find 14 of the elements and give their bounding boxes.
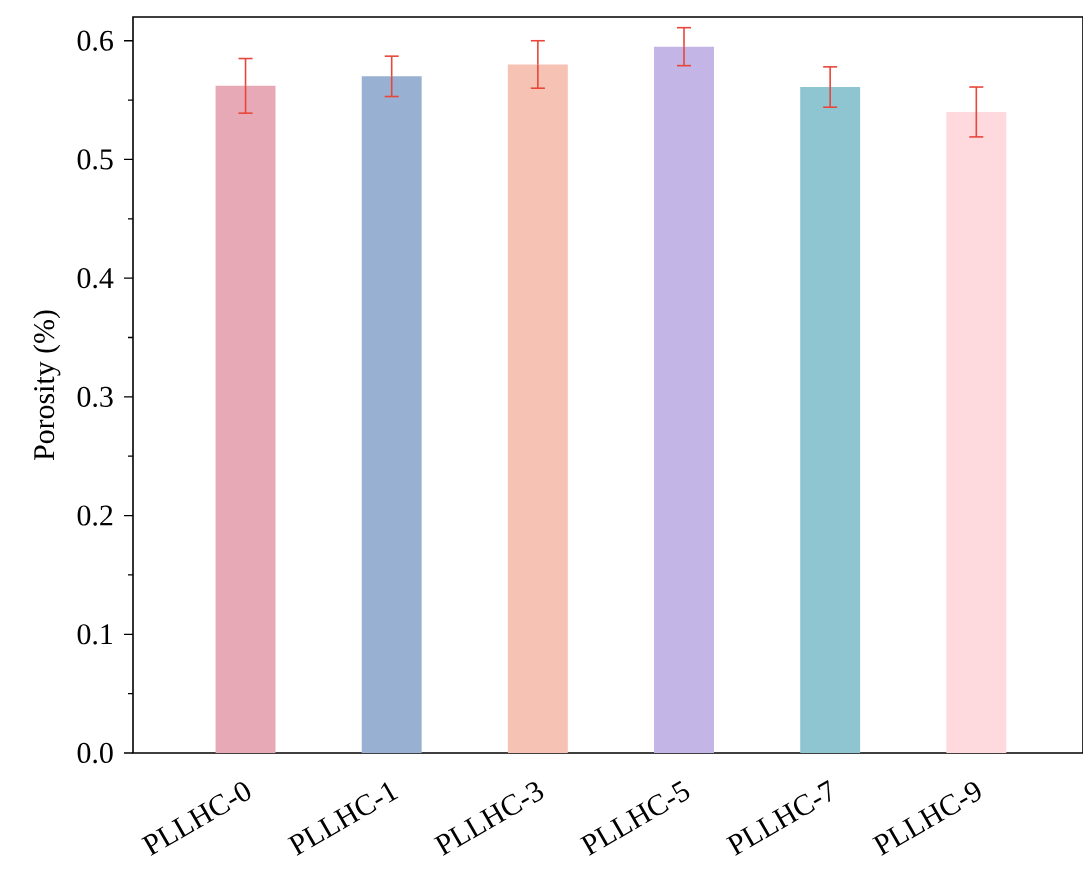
bar: [507, 64, 568, 753]
y-tick-label: 0.4: [77, 268, 114, 289]
y-tick-label: 0.2: [77, 505, 113, 526]
y-axis-title: Porosity (%): [33, 310, 61, 461]
bar: [946, 111, 1007, 753]
bar: [800, 87, 861, 753]
y-tick-label: 0.5: [77, 149, 113, 170]
bar: [654, 46, 714, 753]
bar: [215, 85, 276, 753]
y-tick-label: 0.0: [77, 742, 113, 764]
y-tick-label: 0.1: [77, 624, 113, 645]
y-tick-label: 0.3: [77, 386, 113, 408]
bar: [361, 76, 422, 753]
y-tick-label: 0.6: [77, 30, 113, 51]
